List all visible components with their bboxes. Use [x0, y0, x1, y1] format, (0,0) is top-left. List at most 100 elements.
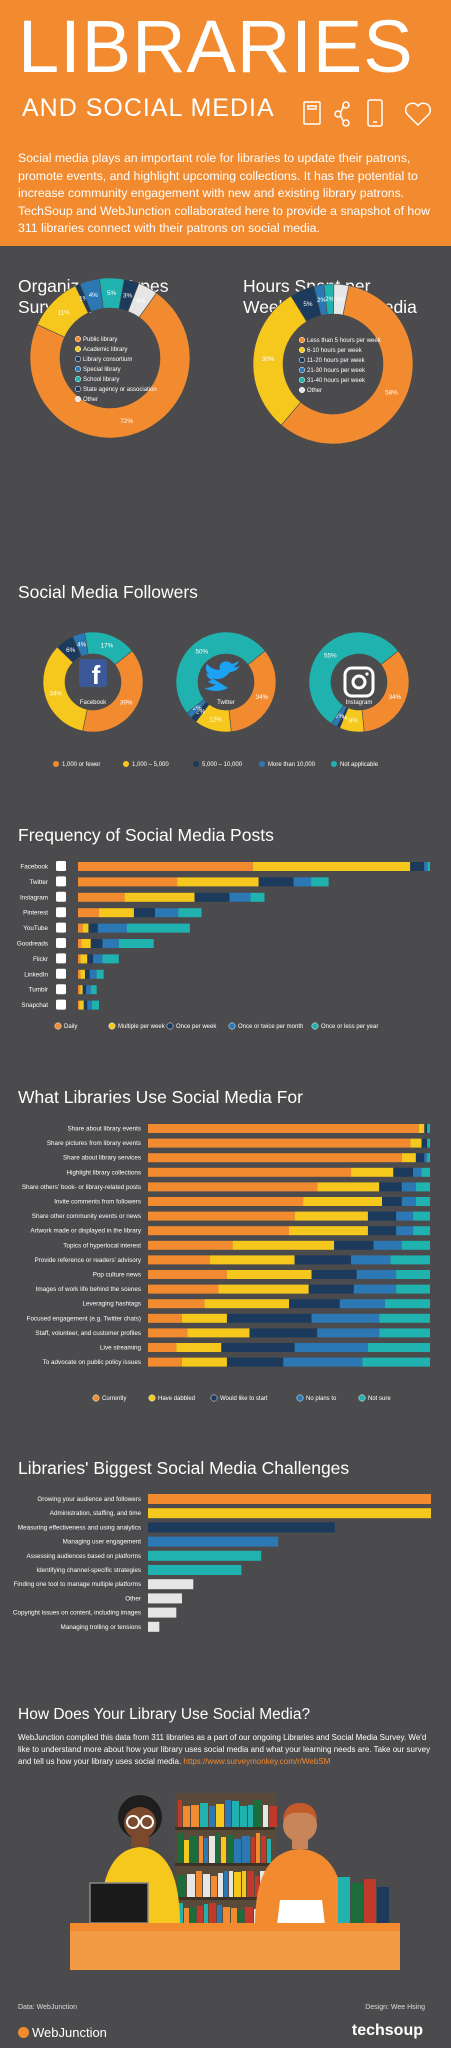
- reader-left: [89, 1795, 180, 1925]
- uses-bar-7-4: [396, 1211, 414, 1221]
- webjunction-logo-icon: [18, 2027, 29, 2038]
- frequency-bar-1-4: [424, 862, 428, 871]
- org-label-4: 4%: [89, 292, 99, 299]
- facebook-icon: f: [79, 659, 107, 690]
- uses-bar-13-5: [384, 1299, 430, 1309]
- followers-legend-swatch-3: [193, 761, 199, 767]
- uses-cat-11: Pop culture news: [93, 1272, 141, 1279]
- uses-legend-swatch-3: [210, 1394, 218, 1402]
- shelf-book: [223, 1907, 230, 1925]
- facebook-glyph: f: [92, 660, 101, 690]
- shelf-book: [269, 1806, 277, 1827]
- shelf-book: [238, 1910, 244, 1925]
- followers-facebook-label-5: 17%: [101, 643, 114, 650]
- uses-bar-14-1: [148, 1313, 182, 1323]
- shelf-book: [203, 1874, 210, 1897]
- frequency-bar-4-4: [154, 908, 179, 918]
- hours-donut: 58%30%5%2% 2% 3%: [252, 283, 414, 445]
- how-text-block: WebJunction compiled this data from 311 …: [18, 1732, 438, 1768]
- hours-legend-swatch-5: [298, 376, 306, 384]
- frequency-bar-3-4: [229, 892, 251, 902]
- frequency-bar-6-3: [90, 939, 103, 948]
- followers-facebook-label-4: 4%: [77, 642, 87, 649]
- uses-bar-10-1: [148, 1255, 211, 1265]
- followers-instagram-donut: 34% 8%1%2% 55%: [308, 631, 410, 733]
- frequency-legend-label-5: Once or less per year: [321, 1024, 378, 1030]
- uses-bar-7-3: [367, 1211, 397, 1221]
- frequency-bar-5-5: [126, 923, 190, 933]
- org-label-3: 1%: [79, 296, 89, 303]
- challenges-cat-1: Growing your audience and followers: [37, 1496, 141, 1503]
- challenges-cat-8: Other: [125, 1595, 141, 1602]
- shelf-book: [199, 1836, 203, 1863]
- frequency-bar-9-5: [90, 985, 97, 995]
- uses-cat-13: Leveraging hashtags: [83, 1301, 141, 1308]
- followers-legend-label-3: 5,000 – 10,000: [202, 762, 243, 768]
- followers-instagram-slice-5: [308, 631, 399, 725]
- shelf-book: [209, 1903, 216, 1925]
- hours-label-4: 2%: [317, 297, 327, 304]
- frequency-icon-4: [56, 907, 66, 918]
- hours-legend-swatch-6: [298, 386, 306, 394]
- uses-bar-11-4: [356, 1270, 397, 1279]
- uses-bar-4-2: [351, 1167, 394, 1177]
- shelf-book: [191, 1805, 199, 1827]
- org-slice-1: [29, 292, 191, 439]
- followers-twitter-slice-1: [228, 650, 277, 733]
- uses-bar-14-4: [311, 1313, 380, 1323]
- uses-bar-7-5: [413, 1211, 430, 1221]
- frequency-icon-9: [56, 984, 66, 995]
- uses-cat-15: Staff, volunteer, and customer profiles: [35, 1330, 141, 1337]
- frequency-cat-8: LinkedIn: [24, 971, 48, 978]
- shelf-book: [184, 1908, 189, 1925]
- followers-legend-label-4: More than 10,000: [268, 762, 316, 768]
- org-legend-swatch-2: [74, 345, 82, 353]
- shelf-book: [204, 1904, 208, 1925]
- techsoup-logo: techsoup: [351, 2022, 423, 2039]
- uses-bar-16-3: [221, 1343, 295, 1352]
- frequency-bar-6-1: [78, 939, 82, 948]
- frequency-bar-8-3: [84, 969, 90, 979]
- org-donut: 72%11%1% 4% 5% 3%4%: [29, 277, 191, 439]
- hours-legend-label-6: Other: [307, 388, 322, 394]
- survey-link[interactable]: https://www.surveymonkey.com/r/WebSM: [183, 1757, 331, 1766]
- uses-cat-10: Provide reference or readers' advisory: [34, 1257, 141, 1264]
- uses-bar-8-4: [396, 1226, 414, 1236]
- shelf-book: [247, 1871, 254, 1897]
- shelf-book: [229, 1871, 233, 1897]
- uses-bar-11-5: [396, 1270, 430, 1279]
- challenges-cat-9: Copyright issues on content, including i…: [13, 1610, 141, 1617]
- uses-bar-8-3: [367, 1226, 397, 1236]
- shelf-book: [261, 1836, 266, 1863]
- followers-legend-swatch-1: [53, 761, 59, 767]
- shelf-book: [231, 1908, 237, 1925]
- uses-cat-9: Topics of hyperlocal interest: [63, 1242, 141, 1249]
- frequency-legend-label-1: Daily: [64, 1024, 77, 1030]
- shelf-book: [232, 1801, 239, 1827]
- uses-bar-1-3: [424, 1124, 428, 1133]
- uses-bar-12-3: [308, 1284, 354, 1294]
- followers-facebook-name: Facebook: [80, 700, 107, 706]
- uses-bar-4-3: [393, 1167, 414, 1177]
- org-legend-label-4: Special library: [83, 367, 121, 373]
- frequency-chart: Facebook Twitter Instagram Pinterest YouTube…: [17, 861, 430, 1010]
- followers-instagram-name: Instagram: [346, 700, 373, 706]
- uses-bar-10-2: [210, 1255, 295, 1265]
- uses-cat-4: Highlight library collections: [66, 1169, 141, 1176]
- hours-label-1: 58%: [385, 389, 398, 396]
- frequency-icon-3: [56, 891, 66, 902]
- followers-legend-swatch-2: [123, 761, 129, 767]
- org-legend-swatch-4: [74, 365, 82, 373]
- shelf-book: [209, 1806, 215, 1827]
- uses-bar-3-3: [415, 1153, 425, 1163]
- challenges-title: Libraries' Biggest Social Media Challeng…: [18, 1458, 350, 1478]
- shelf-book: [251, 1837, 255, 1863]
- followers-instagram-slice-1: [361, 650, 410, 733]
- challenges-bar-7: [148, 1579, 194, 1590]
- shelf-book: [217, 1905, 222, 1925]
- book-stack: [338, 1877, 389, 1923]
- uses-cat-3: Share about library services: [63, 1155, 141, 1162]
- shelf-book: [225, 1800, 231, 1827]
- frequency-icon-6: [56, 938, 66, 948]
- uses-bar-9-2: [232, 1240, 335, 1250]
